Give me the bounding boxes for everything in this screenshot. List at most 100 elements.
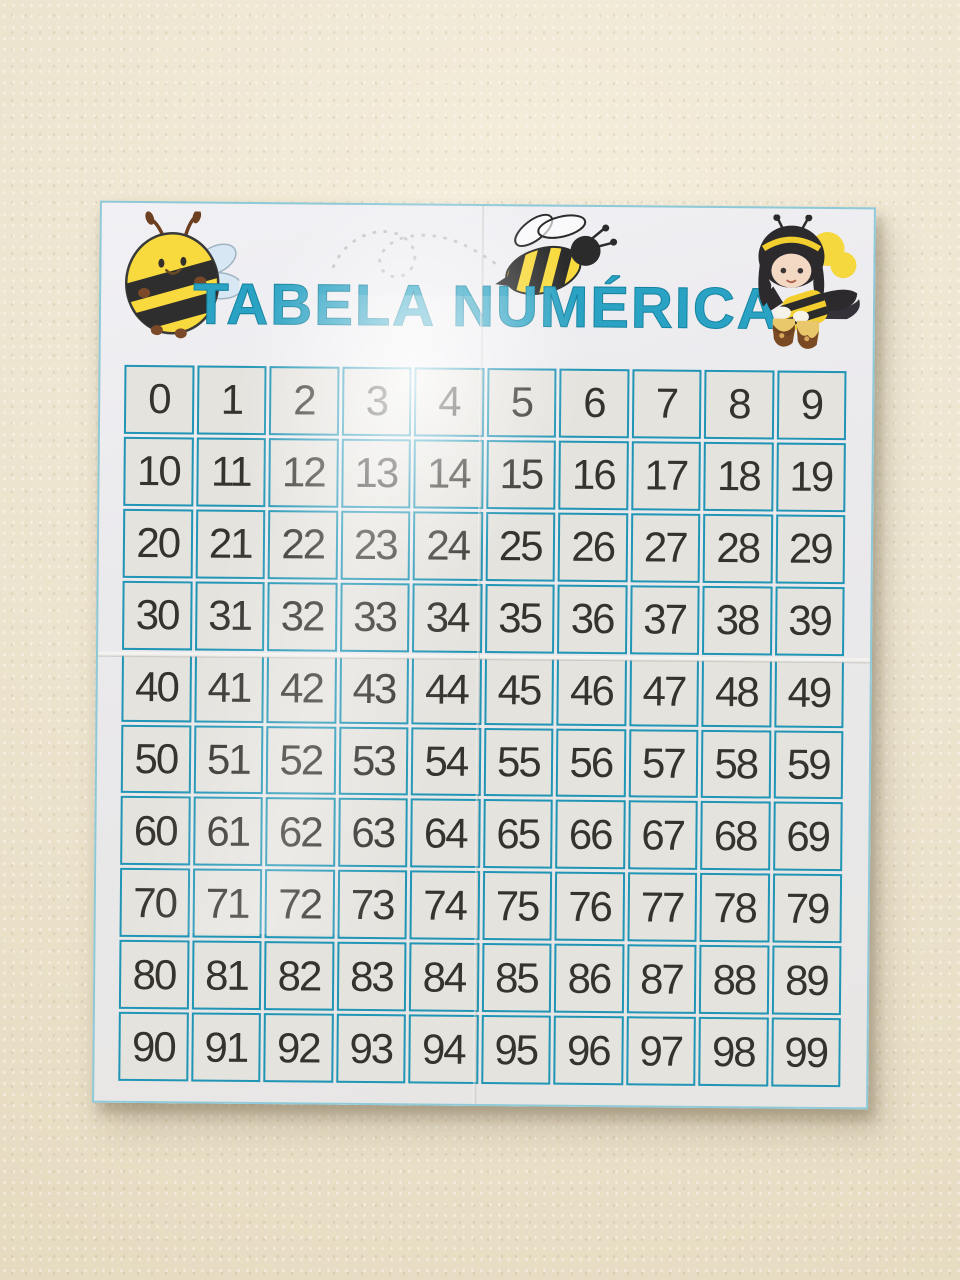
grid-cell: 94 [408,1014,479,1084]
grid-cell: 64 [410,798,481,869]
honey-pot-icon [772,318,820,349]
grid-cell: 93 [335,1013,406,1084]
grid-cell: 4 [413,367,485,437]
grid-cell: 60 [120,796,191,866]
grid-cell: 30 [122,580,193,651]
grid-cell: 47 [628,656,699,727]
grid-cell: 10 [123,436,194,507]
grid-cell: 85 [481,943,552,1013]
grid-cell: 66 [555,800,626,870]
grid-cell: 1 [196,365,267,435]
grid-cell: 16 [558,440,629,511]
grid-cell: 88 [698,945,769,1015]
grid-cell: 21 [195,509,266,579]
grid-cell: 32 [267,581,338,652]
grid-cell: 58 [700,729,771,799]
grid-cell: 53 [338,726,409,796]
grid-cell: 35 [484,583,555,654]
grid-cell: 84 [408,942,479,1013]
grid-cell: 83 [336,941,407,1012]
grid-cell: 71 [192,868,263,939]
grid-cell: 61 [192,796,263,867]
grid-cell: 78 [699,873,770,943]
grid-cell: 95 [480,1015,551,1085]
grid-cell: 48 [701,657,772,728]
grid-cell: 75 [482,871,553,941]
grid-cell: 3 [341,366,412,437]
grid-cell: 98 [698,1016,769,1087]
grid-cell: 74 [409,870,480,941]
grid-cell: 43 [338,654,409,724]
grid-cell: 62 [265,797,336,868]
poster-header: TABELA NUMÉRICA [101,203,874,372]
grid-cell: 90 [118,1011,189,1082]
grid-cell: 86 [553,943,624,1014]
grid-cell: 69 [772,801,843,872]
grid-cell: 80 [118,940,189,1010]
grid-cell: 14 [413,439,484,509]
grid-cell: 89 [771,945,842,1016]
grid-cell: 49 [773,658,844,728]
grid-cell: 51 [193,724,264,795]
grid-cell: 65 [482,799,553,869]
grid-cell: 72 [264,869,335,939]
grid-cell: 25 [485,511,556,582]
grid-cell: 76 [554,871,625,942]
dashed-flight-trail [331,230,501,279]
grid-cell: 79 [772,873,843,944]
grid-cell: 73 [337,870,408,940]
grid-cell: 82 [263,941,334,1011]
grid-cell: 13 [340,438,411,509]
grid-cell: 50 [120,724,191,794]
grid-cell: 5 [486,368,557,438]
grid-cell: 22 [267,509,338,580]
grid-cell: 37 [629,584,700,655]
grid-cell: 36 [557,584,628,654]
grid-cell: 15 [485,439,556,510]
grid-cell: 77 [627,872,698,943]
grid-cell: 97 [625,1016,696,1086]
grid-cell: 2 [268,366,340,436]
grid-cell: 96 [553,1015,624,1086]
grid-cell: 33 [339,582,410,652]
grid-cell: 26 [557,512,628,582]
grid-cell: 55 [483,727,554,797]
grid-cell: 57 [628,728,699,799]
grid-cell: 7 [631,369,702,439]
grid-cell: 67 [627,800,698,871]
grid-cell: 81 [191,940,262,1011]
grid-cell: 24 [412,511,483,581]
grid-cell: 20 [122,508,193,579]
grid-cell: 46 [556,656,627,726]
grid-cell: 87 [626,944,697,1014]
grid-cell: 9 [776,370,847,441]
bee-girl-icon [758,214,860,349]
grid-cell: 52 [265,725,336,796]
grid-cell: 56 [555,728,626,798]
grid-cell: 42 [266,653,337,724]
grid-cell: 99 [770,1017,841,1088]
grid-cell: 8 [703,369,774,440]
number-grid: 0 1 2 3 4 5 6 7 8 9 10 11 12 13 14 15 16 17 18 19 20 21 22 23 24… [118,364,847,1088]
grid-cell: 6 [558,368,629,439]
grid-cell: 70 [119,868,190,938]
grid-cell: 59 [773,730,844,800]
number-table-poster: TABELA NUMÉRICA [92,129,876,1110]
grid-cell: 18 [703,441,774,512]
grid-cell: 63 [337,798,408,868]
grid-cell: 39 [774,586,845,656]
grid-cell: 68 [700,801,771,871]
grid-cell: 44 [411,654,482,725]
grid-cell: 45 [483,655,554,726]
grid-cell: 12 [268,438,339,508]
grid-cell: 17 [630,441,701,511]
grid-cell: 29 [775,514,846,584]
grid-cell: 19 [775,442,846,512]
grid-cell: 34 [412,583,483,653]
grid-cell: 0 [123,364,195,435]
grid-cell: 91 [190,1012,261,1083]
grid-cell: 27 [630,513,701,583]
grid-cell: 54 [410,726,481,797]
grid-cell: 11 [195,437,266,507]
grid-cell: 41 [193,653,265,723]
